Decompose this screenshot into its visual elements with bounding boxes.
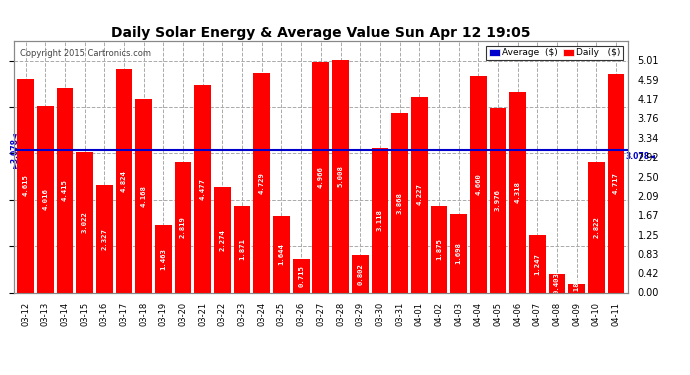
Text: 1.871: 1.871 [239, 238, 245, 260]
Bar [411, 96, 428, 292]
Bar [17, 79, 34, 292]
Bar [57, 88, 73, 292]
Text: 2.822: 2.822 [593, 216, 600, 238]
Text: 4.168: 4.168 [141, 185, 147, 207]
Text: 1.698: 1.698 [455, 242, 462, 264]
Bar [451, 214, 467, 292]
Text: Copyright 2015 Cartronics.com: Copyright 2015 Cartronics.com [20, 49, 151, 58]
Bar [37, 106, 54, 292]
Text: 4.318: 4.318 [515, 182, 521, 203]
Text: 4.717: 4.717 [613, 172, 619, 194]
Bar [135, 99, 152, 292]
Text: 0.189: 0.189 [573, 277, 580, 299]
Bar [588, 162, 604, 292]
Title: Daily Solar Energy & Average Value Sun Apr 12 19:05: Daily Solar Energy & Average Value Sun A… [111, 26, 531, 40]
Text: 4.415: 4.415 [62, 179, 68, 201]
Bar [371, 148, 388, 292]
Text: 3.078◄: 3.078◄ [626, 152, 656, 161]
Legend: Average  ($), Daily   ($): Average ($), Daily ($) [486, 46, 623, 60]
Bar [313, 62, 329, 292]
Bar [391, 113, 408, 292]
Bar [214, 187, 230, 292]
Bar [175, 162, 191, 292]
Bar [569, 284, 585, 292]
Bar [509, 92, 526, 292]
Text: 4.966: 4.966 [318, 166, 324, 188]
Text: 3.868: 3.868 [397, 192, 402, 214]
Text: 1.247: 1.247 [534, 253, 540, 274]
Text: 1.644: 1.644 [279, 243, 284, 266]
Text: 4.824: 4.824 [121, 170, 127, 192]
Bar [195, 85, 211, 292]
Bar [77, 152, 93, 292]
Text: 4.615: 4.615 [23, 175, 28, 196]
Bar [234, 206, 250, 292]
Text: 4.227: 4.227 [416, 184, 422, 206]
Text: 4.016: 4.016 [42, 189, 48, 210]
Bar [529, 235, 546, 292]
Bar [293, 260, 310, 292]
Text: ►3.078◄: ►3.078◄ [11, 132, 20, 168]
Text: 4.477: 4.477 [199, 178, 206, 200]
Bar [352, 255, 368, 292]
Text: 0.403: 0.403 [554, 272, 560, 294]
Bar [490, 108, 506, 292]
Text: 4.729: 4.729 [259, 172, 265, 194]
Bar [470, 76, 486, 292]
Text: 2.819: 2.819 [180, 216, 186, 238]
Text: 2.274: 2.274 [219, 229, 226, 251]
Text: 1.875: 1.875 [436, 238, 442, 260]
Bar [332, 60, 349, 292]
Bar [253, 73, 270, 292]
Text: 0.802: 0.802 [357, 263, 363, 285]
Text: 1.463: 1.463 [160, 248, 166, 270]
Text: 3.118: 3.118 [377, 209, 383, 231]
Bar [608, 74, 624, 292]
Text: 5.008: 5.008 [337, 165, 344, 188]
Text: 4.660: 4.660 [475, 174, 482, 195]
Bar [96, 184, 112, 292]
Text: 2.327: 2.327 [101, 228, 108, 249]
Bar [431, 206, 447, 292]
Bar [549, 274, 565, 292]
Text: 3.022: 3.022 [81, 211, 88, 233]
Bar [155, 225, 172, 292]
Text: 0.715: 0.715 [298, 265, 304, 287]
Bar [116, 69, 132, 292]
Bar [273, 216, 290, 292]
Text: 3.976: 3.976 [495, 189, 501, 211]
